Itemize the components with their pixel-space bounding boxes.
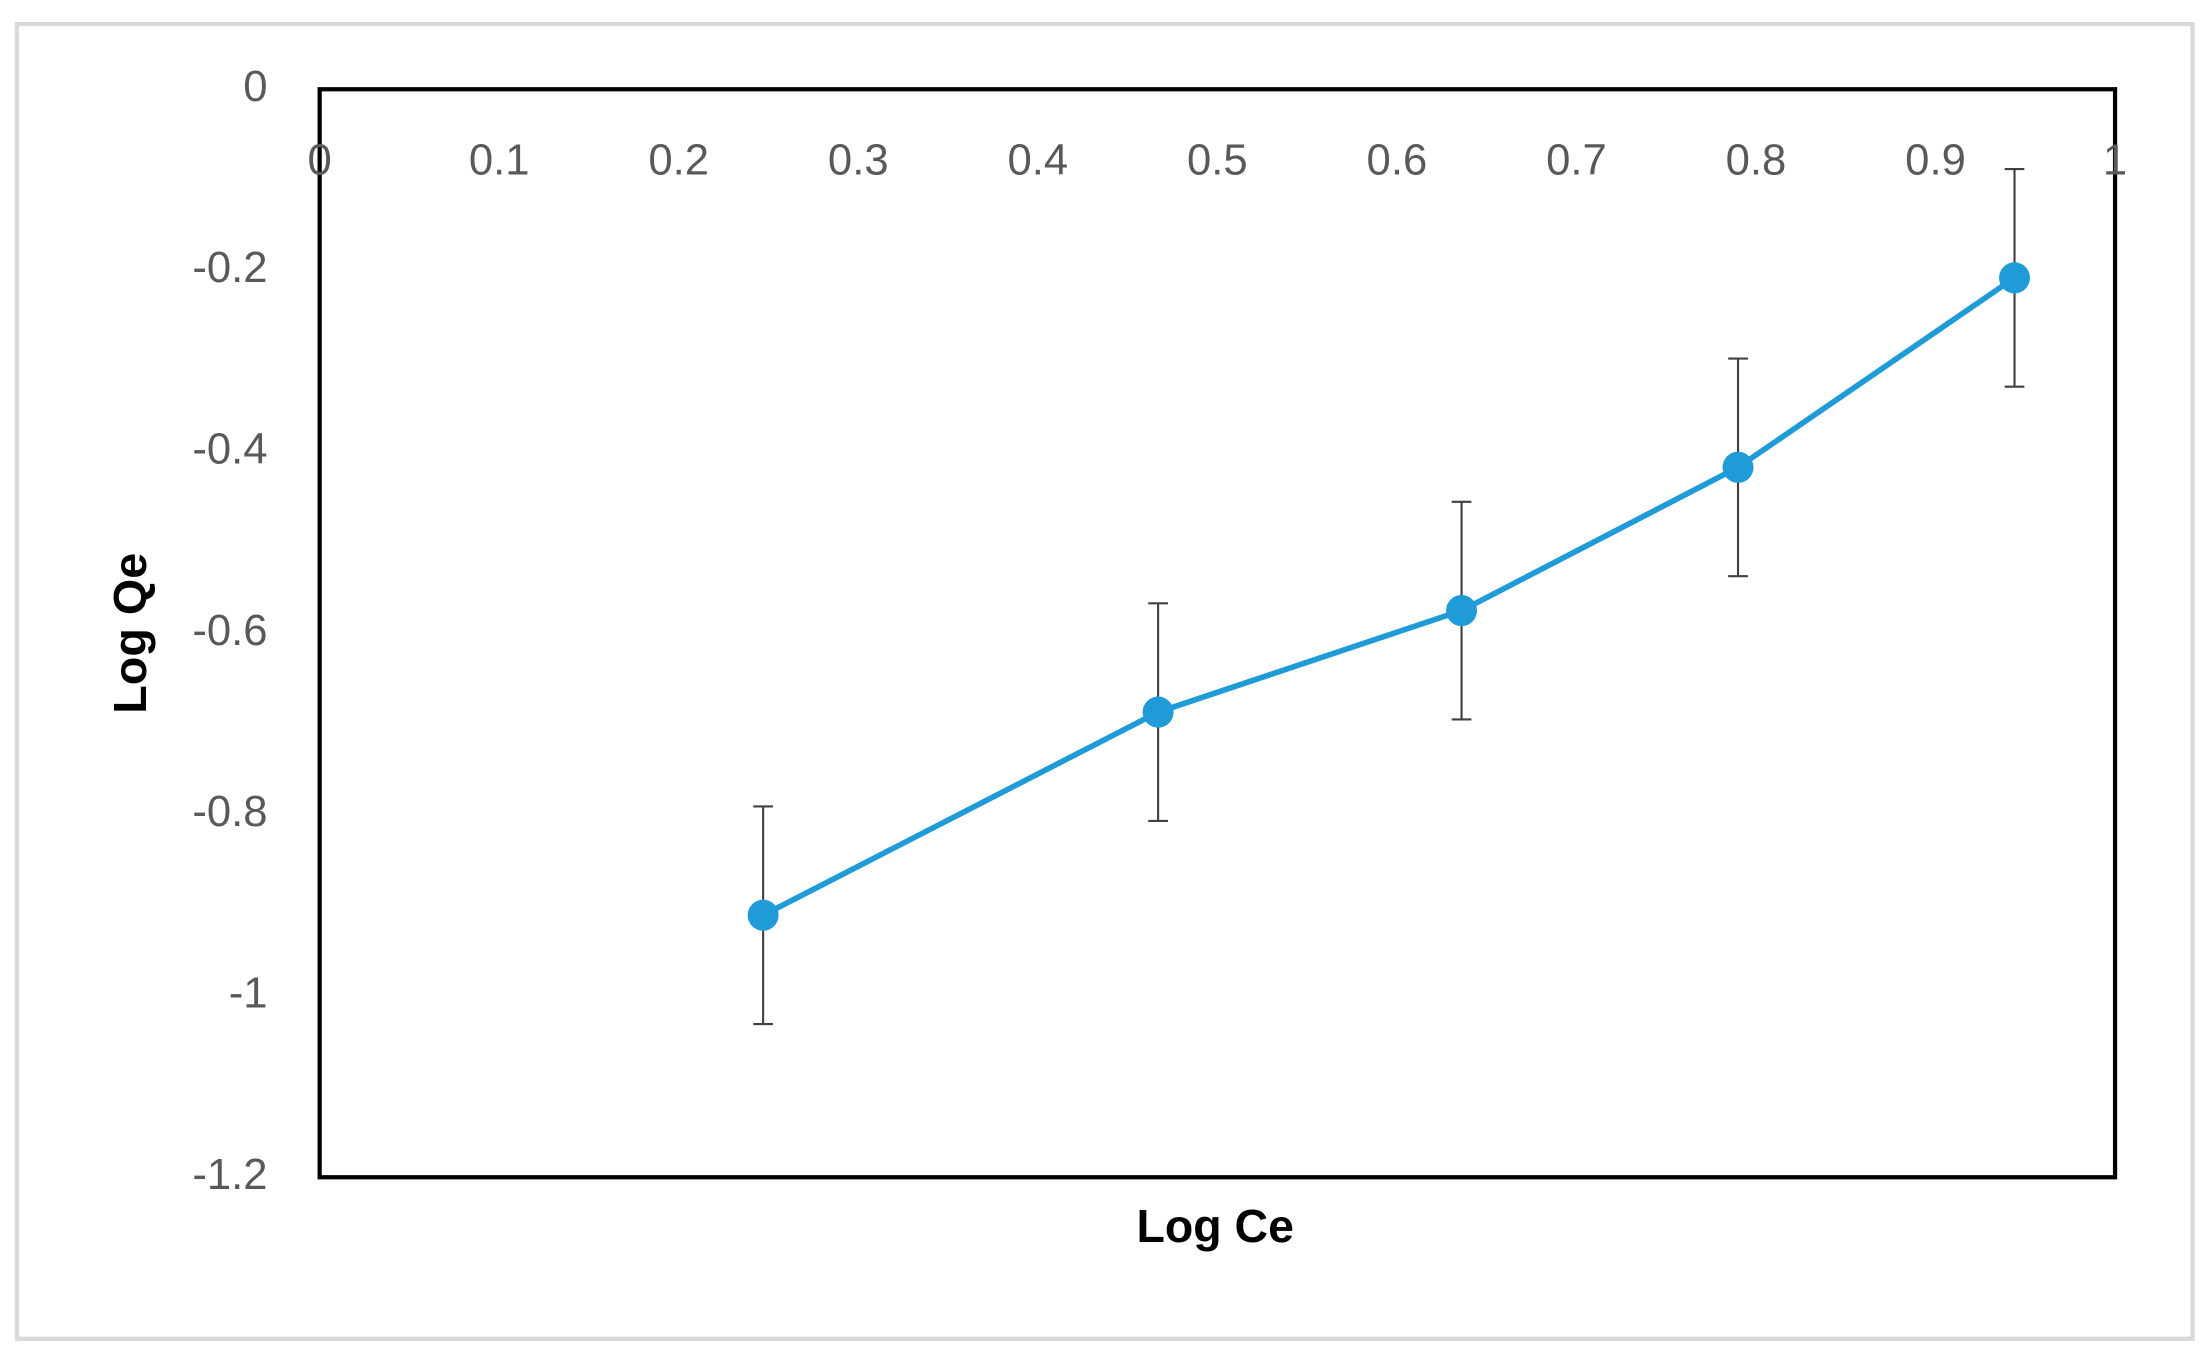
data-point [1446, 595, 1478, 627]
chart-frame [14, 21, 2195, 1341]
data-point [1999, 262, 2031, 294]
x-tick-label: 0.6 [1367, 135, 1428, 184]
y-tick-label: -1.2 [192, 1150, 267, 1199]
data-point [1142, 696, 1174, 728]
plot-area [317, 87, 2118, 1180]
x-tick-label: 0.1 [469, 135, 530, 184]
y-tick-label: -0.4 [192, 424, 267, 473]
x-tick-label: 0.8 [1726, 135, 1787, 184]
data-point [1722, 451, 1754, 483]
x-tick-label: 0.5 [1187, 135, 1248, 184]
x-tick-label: 0.3 [828, 135, 889, 184]
x-axis-title: Log Ce [1137, 1200, 1294, 1252]
data-point [747, 899, 779, 931]
x-tick-label: 1 [2103, 135, 2127, 184]
x-tick-label: 0.7 [1546, 135, 1607, 184]
y-axis-title: Log Qe [104, 553, 156, 714]
y-tick-label: 0 [243, 62, 267, 111]
x-tick-label: 0 [308, 135, 332, 184]
y-tick-label: -0.6 [192, 606, 267, 655]
y-tick-label: -1 [229, 968, 268, 1017]
y-tick-label: -0.2 [192, 243, 267, 292]
y-tick-label: -0.8 [192, 787, 267, 836]
x-tick-label: 0.2 [648, 135, 709, 184]
x-tick-label: 0.4 [1007, 135, 1068, 184]
x-tick-label: 0.9 [1905, 135, 1966, 184]
